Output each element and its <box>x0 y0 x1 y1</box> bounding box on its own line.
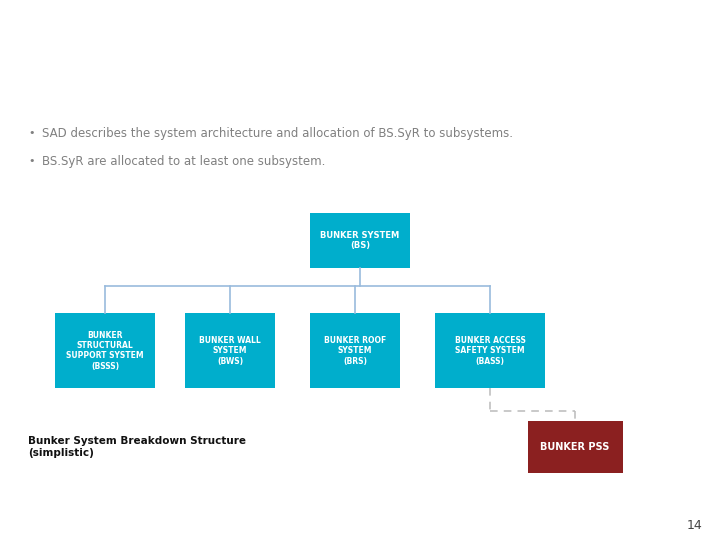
Text: BUNKER ROOF
SYSTEM
(BRS): BUNKER ROOF SYSTEM (BRS) <box>324 336 386 366</box>
Text: SPALLATION: SPALLATION <box>679 40 717 45</box>
Text: 14: 14 <box>686 519 702 532</box>
Text: BUNKER PSS: BUNKER PSS <box>540 442 610 452</box>
Text: BUNKER SYSTEM
(BS): BUNKER SYSTEM (BS) <box>320 231 400 251</box>
Text: ESS-0123443 - System Architecture Description (SAD): ESS-0123443 - System Architecture Descri… <box>18 69 379 82</box>
FancyBboxPatch shape <box>528 421 623 473</box>
Text: BUNKER
STRUCTURAL
SUPPORT SYSTEM
(BSSS): BUNKER STRUCTURAL SUPPORT SYSTEM (BSSS) <box>66 330 144 371</box>
Text: SAD describes the system architecture and allocation of BS.SyR to subsystems.: SAD describes the system architecture an… <box>42 127 513 140</box>
Text: •: • <box>28 156 35 166</box>
FancyBboxPatch shape <box>310 313 400 388</box>
Text: BS.SyR are allocated to at least one subsystem.: BS.SyR are allocated to at least one sub… <box>42 154 325 167</box>
FancyBboxPatch shape <box>55 313 155 388</box>
FancyBboxPatch shape <box>310 213 410 268</box>
Text: BUNKER ACCESS
SAFETY SYSTEM
(BASS): BUNKER ACCESS SAFETY SYSTEM (BASS) <box>454 336 526 366</box>
Text: •: • <box>28 128 35 138</box>
Text: Bunker System Documentation: Bunker System Documentation <box>18 18 503 46</box>
Text: ess: ess <box>624 42 650 56</box>
Text: EUROPEAN: EUROPEAN <box>679 22 714 27</box>
Text: Bunker System Breakdown Structure
(simplistic): Bunker System Breakdown Structure (simpl… <box>28 436 246 458</box>
Text: SOURCE: SOURCE <box>679 59 705 64</box>
Text: BUNKER WALL
SYSTEM
(BWS): BUNKER WALL SYSTEM (BWS) <box>199 336 261 366</box>
FancyBboxPatch shape <box>435 313 545 388</box>
FancyBboxPatch shape <box>185 313 275 388</box>
